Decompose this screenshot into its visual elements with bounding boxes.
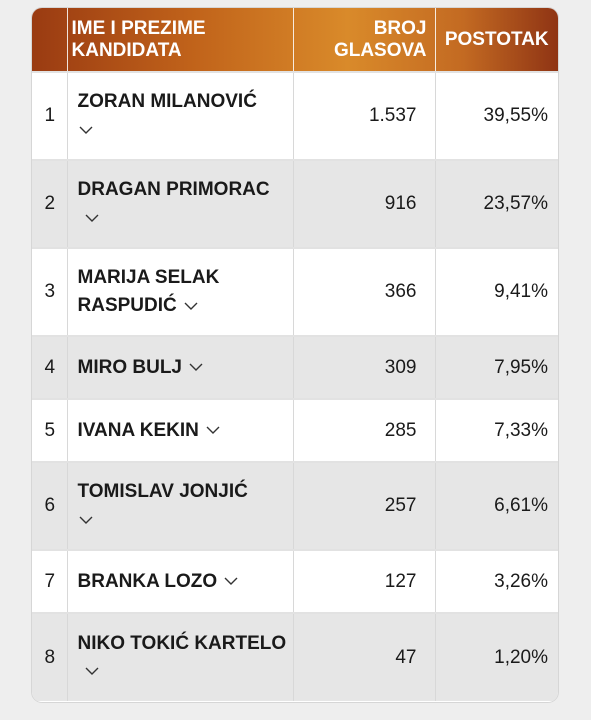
header-rank bbox=[32, 8, 68, 72]
vote-count: 366 bbox=[293, 247, 436, 336]
candidate-name: TOMISLAV JONJIĆ bbox=[77, 481, 248, 502]
candidate-name-cell[interactable]: BRANKA LOZO bbox=[67, 549, 294, 613]
chevron-down-icon[interactable] bbox=[188, 359, 204, 375]
candidate-name-cell[interactable]: IVANA KEKIN bbox=[67, 398, 294, 462]
vote-percent: 9,41% bbox=[435, 247, 558, 336]
vote-count: 127 bbox=[293, 549, 436, 613]
vote-count: 257 bbox=[293, 461, 436, 550]
header-percent: POSTOTAK bbox=[444, 28, 549, 50]
row-rank: 4 bbox=[32, 335, 68, 399]
candidate-name-cell[interactable]: TOMISLAV JONJIĆ bbox=[67, 461, 294, 550]
row-rank: 2 bbox=[32, 159, 68, 248]
candidate-name: NIKO TOKIĆ KARTELO bbox=[77, 632, 287, 654]
candidate-name-cell[interactable]: NIKO TOKIĆ KARTELO bbox=[67, 612, 294, 701]
table-row: 8 NIKO TOKIĆ KARTELO 47 1,20% bbox=[32, 612, 558, 701]
candidate-name-cell[interactable]: MIRO BULJ bbox=[67, 335, 294, 399]
vote-percent: 7,33% bbox=[435, 398, 558, 462]
candidate-name: MIRO BULJ bbox=[77, 356, 183, 378]
vote-percent: 39,55% bbox=[435, 71, 558, 160]
candidate-name: DRAGAN PRIMORAC bbox=[77, 179, 270, 200]
candidate-name: MARIJA SELAK RASPUDIĆ bbox=[77, 267, 220, 316]
header-row: IME I PREZIME KANDIDATA BROJ GLASOVA POS… bbox=[32, 8, 558, 72]
header-votes-line1: BROJ bbox=[373, 17, 427, 39]
row-rank: 1 bbox=[32, 71, 68, 160]
election-results-table-card: IME I PREZIME KANDIDATA BROJ GLASOVA POS… bbox=[32, 8, 558, 702]
vote-count: 285 bbox=[293, 398, 436, 462]
vote-count: 1.537 bbox=[293, 71, 436, 160]
chevron-down-icon[interactable] bbox=[183, 298, 199, 314]
table-row: 5 IVANA KEKIN 285 7,33% bbox=[32, 398, 558, 462]
candidate-name: BRANKA LOZO bbox=[77, 570, 218, 592]
vote-percent: 3,26% bbox=[435, 549, 558, 613]
table-body: 1 ZORAN MILANOVIĆ 1.537 39,55% 2 DRAGAN … bbox=[32, 71, 558, 701]
chevron-down-icon[interactable] bbox=[84, 210, 100, 226]
candidate-name: IVANA KEKIN bbox=[77, 419, 199, 441]
vote-count: 916 bbox=[293, 159, 436, 248]
vote-count: 47 bbox=[293, 612, 436, 701]
candidate-name-cell[interactable]: DRAGAN PRIMORAC bbox=[67, 159, 294, 248]
header-votes-line2: GLASOVA bbox=[333, 39, 427, 61]
chevron-down-icon[interactable] bbox=[223, 573, 239, 589]
header-candidate-name: IME I PREZIME KANDIDATA bbox=[67, 8, 294, 72]
table-row: 7 BRANKA LOZO 127 3,26% bbox=[32, 549, 558, 613]
vote-count: 309 bbox=[293, 335, 436, 399]
table-row: 2 DRAGAN PRIMORAC 916 23,57% bbox=[32, 159, 558, 248]
chevron-down-icon[interactable] bbox=[205, 422, 221, 438]
vote-percent: 7,95% bbox=[435, 335, 558, 399]
row-rank: 5 bbox=[32, 398, 68, 462]
header-votes: BROJ GLASOVA bbox=[293, 8, 436, 72]
vote-percent: 6,61% bbox=[435, 461, 558, 550]
candidate-name-cell[interactable]: MARIJA SELAK RASPUDIĆ bbox=[67, 247, 294, 336]
candidate-name: ZORAN MILANOVIĆ bbox=[77, 91, 257, 112]
table-row: 4 MIRO BULJ 309 7,95% bbox=[32, 335, 558, 399]
row-rank: 6 bbox=[32, 461, 68, 550]
vote-percent: 23,57% bbox=[435, 159, 558, 248]
candidate-name-cell[interactable]: ZORAN MILANOVIĆ bbox=[67, 71, 294, 160]
header-name-line1: IME I PREZIME bbox=[71, 17, 206, 39]
election-results-table: IME I PREZIME KANDIDATA BROJ GLASOVA POS… bbox=[32, 8, 558, 701]
table-row: 6 TOMISLAV JONJIĆ 257 6,61% bbox=[32, 461, 558, 550]
row-rank: 7 bbox=[32, 549, 68, 613]
vote-percent: 1,20% bbox=[435, 612, 558, 701]
chevron-down-icon[interactable] bbox=[84, 663, 100, 679]
chevron-down-icon[interactable] bbox=[78, 122, 94, 138]
chevron-down-icon[interactable] bbox=[78, 512, 94, 528]
row-rank: 8 bbox=[32, 612, 68, 701]
row-rank: 3 bbox=[32, 247, 68, 336]
header-name-line2: KANDIDATA bbox=[71, 39, 182, 61]
table-row: 3 MARIJA SELAK RASPUDIĆ 366 9,41% bbox=[32, 247, 558, 336]
table-row: 1 ZORAN MILANOVIĆ 1.537 39,55% bbox=[32, 71, 558, 160]
table-header: IME I PREZIME KANDIDATA BROJ GLASOVA POS… bbox=[32, 8, 558, 72]
